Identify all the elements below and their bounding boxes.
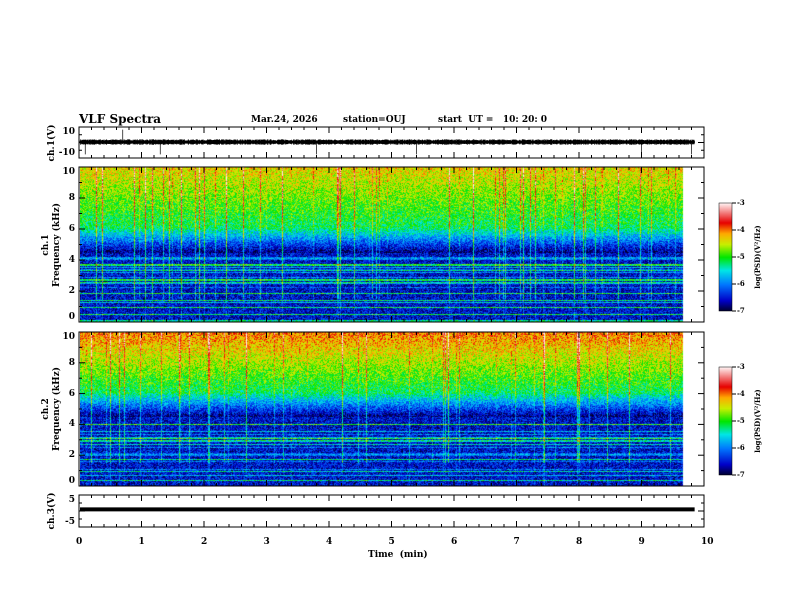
colorbar-frame bbox=[718, 366, 733, 476]
y-tick-label: 2 bbox=[68, 450, 75, 461]
x-tick-label: 2 bbox=[201, 537, 208, 547]
colorbar-label: log(PSD)(V²/Hz) bbox=[753, 389, 762, 453]
y-tick-label: -10 bbox=[58, 148, 75, 158]
y-tick-label: 2 bbox=[68, 286, 75, 296]
y-axis-label: ch.1 bbox=[41, 233, 51, 256]
colorbar-tick-label: -3 bbox=[737, 198, 745, 207]
x-tick-label: 5 bbox=[388, 537, 395, 547]
x-tick-label: 8 bbox=[576, 537, 583, 547]
colorbar-label: log(PSD)(V²/Hz) bbox=[753, 225, 762, 289]
x-tick-label: 0 bbox=[76, 537, 83, 547]
colorbar-tick-label: -7 bbox=[737, 306, 745, 315]
y-tick-label: 10 bbox=[62, 332, 75, 342]
panel-frame-3 bbox=[78, 331, 705, 487]
y-axis-label: ch.1(V) bbox=[47, 124, 57, 161]
x-axis-label: Time (min) bbox=[368, 550, 428, 560]
y-tick-label: 8 bbox=[68, 193, 75, 203]
colorbar-frame bbox=[718, 202, 733, 312]
y-tick-label: 0 bbox=[68, 476, 75, 486]
y-tick-label: 4 bbox=[68, 419, 75, 430]
colorbar-tick-label: -4 bbox=[737, 225, 745, 234]
colorbar-tick-label: -3 bbox=[737, 362, 745, 371]
y-tick-label: 5 bbox=[68, 495, 75, 505]
y-tick-label: 4 bbox=[68, 255, 75, 265]
y-axis-label: ch.3(V) bbox=[47, 492, 57, 530]
ch2-spectrogram bbox=[80, 332, 693, 486]
y-axis-label: Frequency (kHz) bbox=[52, 367, 62, 452]
x-tick-label: 6 bbox=[451, 537, 458, 547]
x-tick-label: 10 bbox=[701, 537, 714, 547]
ch1-waveform-line bbox=[79, 129, 695, 155]
y-tick-label: 6 bbox=[68, 388, 75, 399]
y-tick-label: 10 bbox=[62, 127, 75, 137]
y-axis-label: ch.2 bbox=[41, 398, 51, 420]
ch2-colorbar bbox=[719, 367, 732, 475]
y-tick-label: 0 bbox=[68, 312, 75, 322]
x-tick-label: 7 bbox=[513, 537, 520, 547]
x-tick-label: 9 bbox=[638, 537, 645, 547]
figure-title: VLF Spectra bbox=[79, 112, 162, 126]
x-tick-label: 4 bbox=[326, 537, 333, 547]
colorbar-tick-label: -5 bbox=[737, 416, 745, 425]
colorbar-tick-label: -6 bbox=[737, 279, 745, 288]
y-tick-label: 6 bbox=[68, 224, 75, 234]
colorbar-tick-label: -7 bbox=[737, 470, 745, 479]
start-time-label: start UT = 10: 20: 0 bbox=[438, 115, 548, 125]
panel-frame-2 bbox=[78, 166, 705, 323]
ch1-spectrogram bbox=[80, 167, 693, 322]
y-axis-label: Frequency (kHz) bbox=[52, 202, 62, 287]
y-tick-label: 10 bbox=[62, 167, 75, 177]
station-label: station=OUJ bbox=[343, 115, 406, 125]
y-tick-label: 8 bbox=[68, 357, 75, 368]
ch1-colorbar bbox=[719, 203, 732, 311]
colorbar-tick-label: -4 bbox=[737, 389, 745, 398]
y-tick-label: -5 bbox=[65, 517, 75, 527]
x-tick-label: 3 bbox=[263, 537, 270, 547]
x-tick-label: 1 bbox=[138, 537, 145, 547]
date-label: Mar.24, 2026 bbox=[251, 115, 318, 125]
colorbar-tick-label: -5 bbox=[737, 252, 745, 261]
colorbar-tick-label: -6 bbox=[737, 443, 745, 452]
